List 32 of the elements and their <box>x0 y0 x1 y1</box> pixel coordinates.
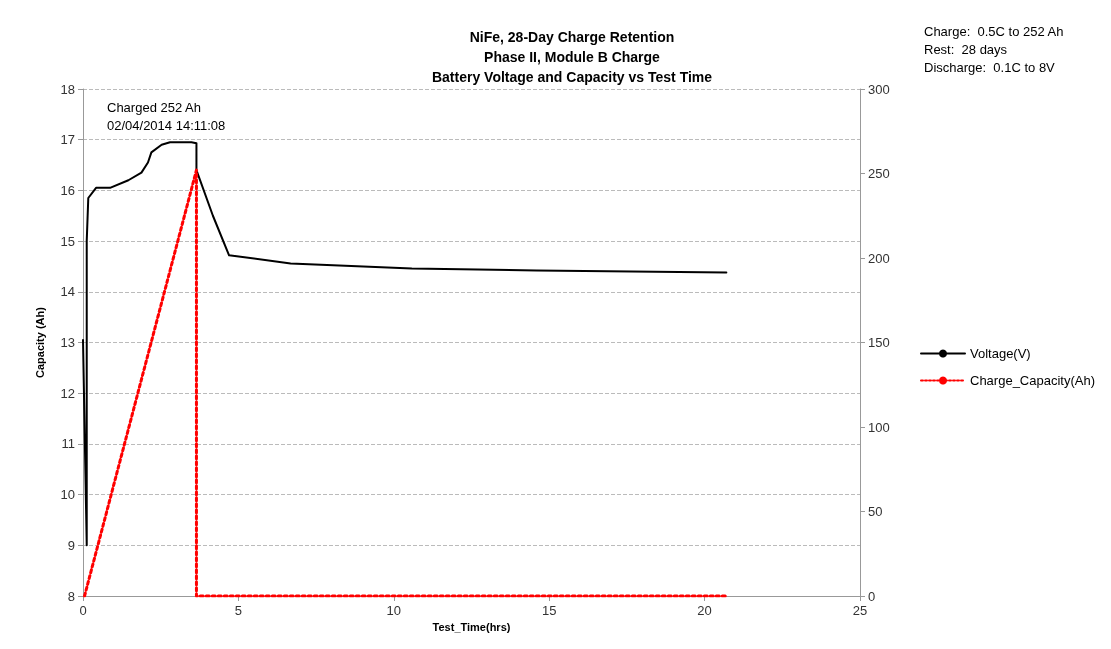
x-tick-label: 5 <box>234 603 243 618</box>
y2-tick-label: 150 <box>868 335 890 350</box>
y2-tick-label: 0 <box>868 588 876 604</box>
y2-tick-label: 300 <box>868 81 890 97</box>
x-tick-label: 0 <box>79 603 87 618</box>
x-tick-label: 25 <box>852 603 868 618</box>
text: Charge: 0.5C to 252 Ah Rest: 28 days Discharge: 0.1C to 8V <box>924 23 1064 75</box>
y-axis-title: Capacity (Ah) <box>33 306 46 378</box>
y-tick-label: 12 <box>60 385 75 401</box>
y2-tick-label: 200 <box>868 250 890 266</box>
x-axis-title: Test_Time(hrs) <box>432 621 511 634</box>
x-tick-label: 20 <box>697 603 712 618</box>
y2-tick-label: 250 <box>868 166 890 181</box>
x-tick-label: 10 <box>386 603 402 618</box>
y-tick-label: 10 <box>60 487 75 503</box>
y-tick-label: 16 <box>60 182 75 198</box>
line-series <box>82 141 728 547</box>
x-tick-label: 15 <box>541 603 557 618</box>
chart-title: NiFe, 28-Day Charge Retention Phase II, Module B Charge Battery Voltage and Capacity vs Test Time <box>431 29 713 85</box>
y-tick-label: 11 <box>61 436 75 452</box>
y-tick-label: 14 <box>60 284 75 300</box>
y-tick-label: 17 <box>60 132 75 148</box>
y-tick-label: 18 <box>60 81 75 97</box>
y2-tick-label: 100 <box>868 419 890 435</box>
legend-label: Charge_Capacity(Ah) <box>970 373 1096 388</box>
y2-tick-label: 50 <box>868 504 883 519</box>
y-tick-label: 9 <box>67 537 75 553</box>
annotation: Charged 252 Ah 02/04/2014 14:11:08 <box>107 99 226 133</box>
legend-label: Voltage(V) <box>970 346 1031 361</box>
y-tick-label: 8 <box>67 588 75 604</box>
y-tick-label: 15 <box>60 233 75 249</box>
y-tick-label: 13 <box>60 335 75 350</box>
